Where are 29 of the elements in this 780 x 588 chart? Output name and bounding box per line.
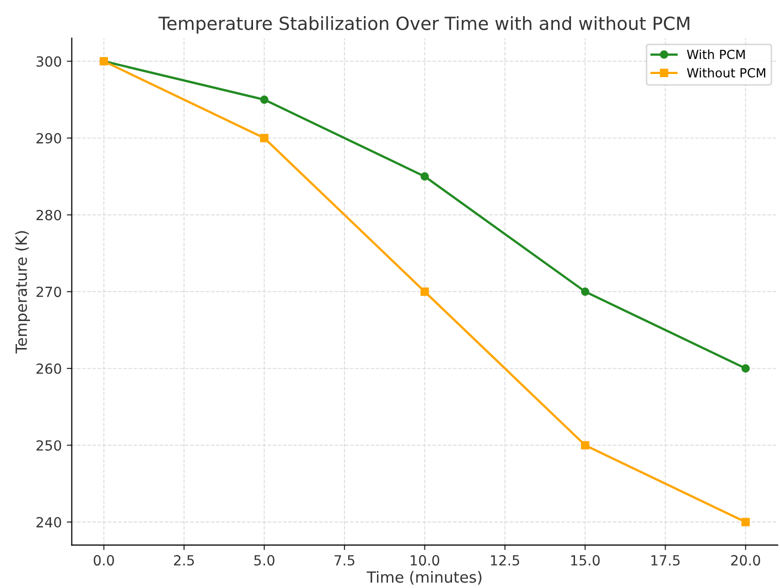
x-tick-label: 5.0: [254, 555, 274, 566]
point: [420, 287, 429, 296]
x-axis-title: Time (minutes): [366, 571, 482, 585]
point: [260, 134, 268, 142]
chart-title: Temperature Stabilization Over Time with and without PCM: [158, 16, 690, 34]
y-tick-label: 270: [36, 286, 62, 298]
point: [580, 287, 590, 296]
legend-label: Without PCM: [686, 68, 766, 78]
x-tick-label: 2.5: [174, 555, 194, 566]
x-tick-label: 7.5: [334, 555, 354, 566]
y-tick-label: 250: [36, 440, 62, 451]
y-tick-label: 290: [36, 133, 62, 144]
y-axis-title: Temperature (K): [15, 231, 30, 354]
legend-label: With PCM: [686, 49, 745, 60]
y-tick-label: 260: [36, 363, 62, 374]
x-tick-label: 12.5: [490, 555, 520, 566]
y-tick-label: 300: [36, 56, 62, 67]
y-tick-label: 240: [36, 517, 62, 528]
point: [260, 95, 268, 104]
x-tick-label: 17.5: [651, 555, 680, 566]
point: [420, 172, 429, 181]
point: [741, 518, 750, 526]
point: [580, 441, 590, 450]
x-tick-label: 0.0: [94, 555, 114, 566]
x-tick-label: 10.0: [410, 555, 440, 566]
point: [741, 364, 750, 373]
y-tick-label: 280: [36, 210, 62, 220]
x-tick-label: 20.0: [731, 555, 760, 566]
x-tick-label: 15.0: [571, 555, 600, 566]
